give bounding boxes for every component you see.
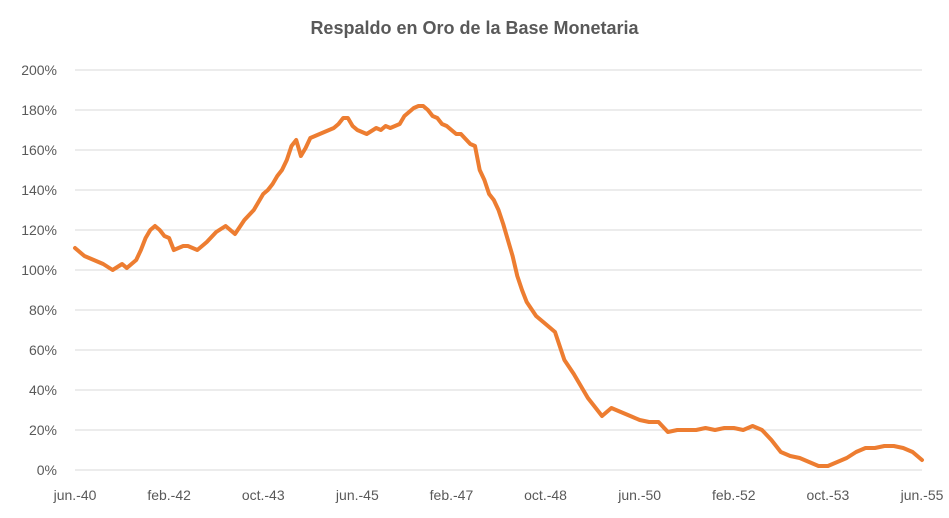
chart-title: Respaldo en Oro de la Base Monetaria bbox=[310, 18, 639, 38]
y-tick-label: 20% bbox=[29, 422, 57, 438]
x-tick-label: feb.-52 bbox=[712, 487, 756, 503]
series-line bbox=[73, 104, 924, 468]
y-tick-label: 40% bbox=[29, 382, 57, 398]
y-tick-label: 80% bbox=[29, 302, 57, 318]
y-tick-label: 200% bbox=[21, 62, 57, 78]
y-tick-label: 60% bbox=[29, 342, 57, 358]
x-tick-label: feb.-42 bbox=[147, 487, 191, 503]
x-tick-label: oct.-53 bbox=[806, 487, 849, 503]
x-tick-label: oct.-48 bbox=[524, 487, 567, 503]
y-tick-label: 120% bbox=[21, 222, 57, 238]
x-tick-label: jun.-40 bbox=[53, 487, 97, 503]
y-tick-label: 160% bbox=[21, 142, 57, 158]
y-tick-label: 180% bbox=[21, 102, 57, 118]
x-tick-label: jun.-45 bbox=[335, 487, 379, 503]
x-tick-label: jun.-50 bbox=[617, 487, 661, 503]
y-tick-label: 100% bbox=[21, 262, 57, 278]
y-tick-label: 0% bbox=[37, 462, 57, 478]
x-tick-label: oct.-43 bbox=[242, 487, 285, 503]
x-tick-label: jun.-55 bbox=[900, 487, 944, 503]
y-tick-label: 140% bbox=[21, 182, 57, 198]
x-tick-label: feb.-47 bbox=[430, 487, 474, 503]
